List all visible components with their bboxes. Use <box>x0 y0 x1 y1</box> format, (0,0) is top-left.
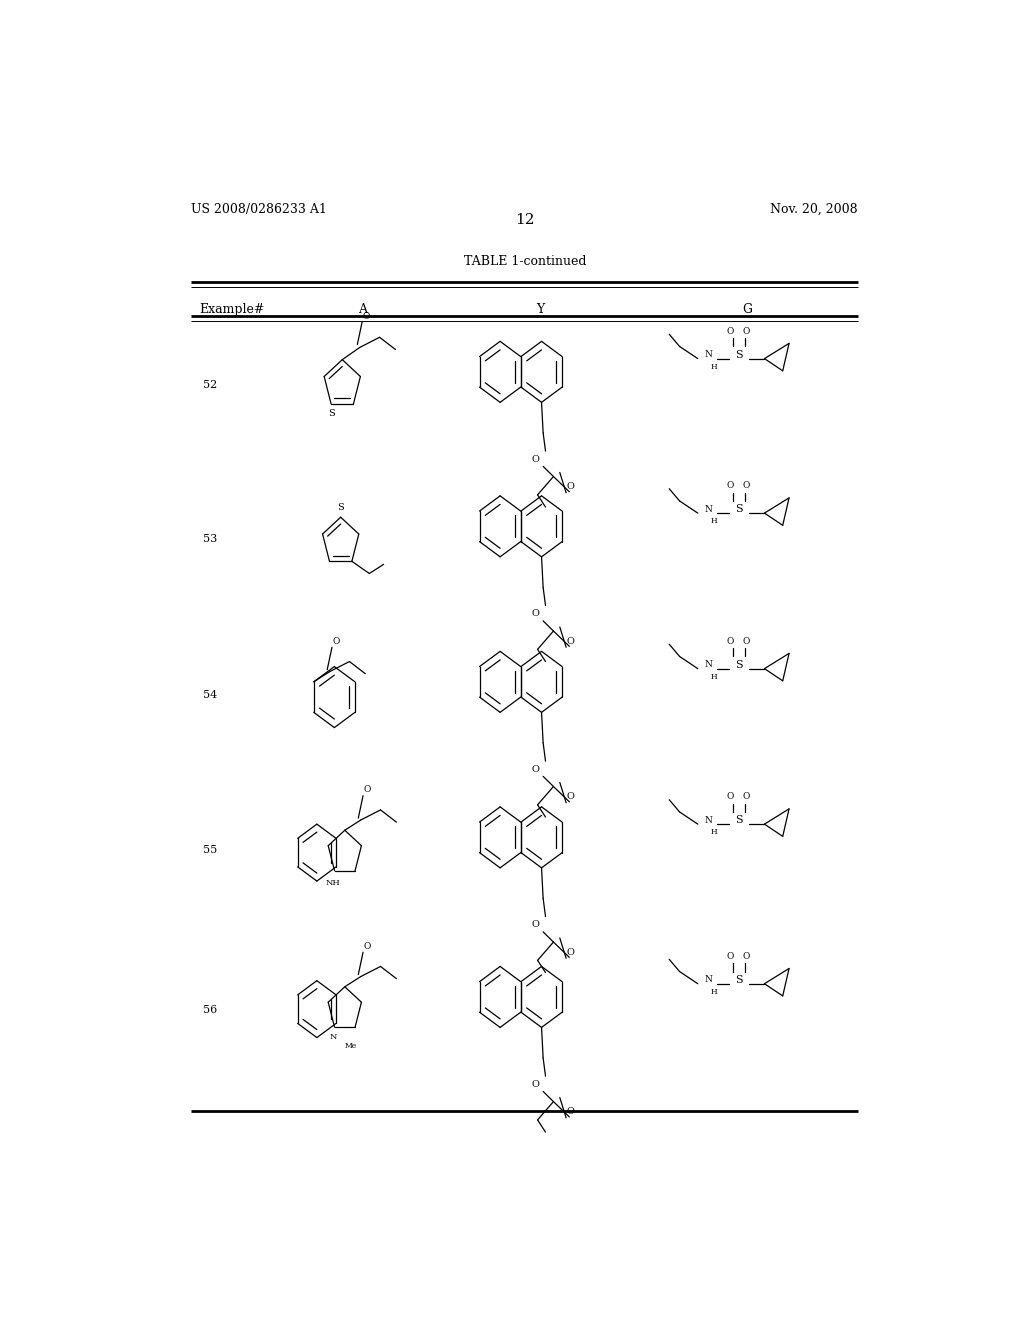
Text: 12: 12 <box>515 214 535 227</box>
Text: H: H <box>711 673 717 681</box>
Text: 56: 56 <box>204 1005 218 1015</box>
Text: N: N <box>705 816 713 825</box>
Text: S: S <box>337 503 344 512</box>
Text: O: O <box>531 764 539 774</box>
Text: O: O <box>727 952 734 961</box>
Text: O: O <box>531 1080 539 1089</box>
Text: O: O <box>531 455 539 463</box>
Text: 52: 52 <box>204 380 218 389</box>
Text: Y: Y <box>537 302 545 315</box>
Text: H: H <box>711 517 717 525</box>
Text: O: O <box>332 636 340 645</box>
Text: O: O <box>364 785 371 795</box>
Text: N: N <box>330 1034 337 1041</box>
Text: S: S <box>329 409 335 418</box>
Text: Nov. 20, 2008: Nov. 20, 2008 <box>770 203 858 216</box>
Text: H: H <box>711 987 717 995</box>
Text: Example#: Example# <box>200 302 265 315</box>
Text: O: O <box>742 482 750 490</box>
Text: N: N <box>705 975 713 985</box>
Text: O: O <box>727 326 734 335</box>
Text: 54: 54 <box>204 690 218 700</box>
Text: S: S <box>735 974 742 985</box>
Text: O: O <box>531 920 539 929</box>
Text: H: H <box>711 363 717 371</box>
Text: N: N <box>705 350 713 359</box>
Text: O: O <box>567 1107 574 1117</box>
Text: TABLE 1-continued: TABLE 1-continued <box>464 255 586 268</box>
Text: A: A <box>357 302 367 315</box>
Text: US 2008/0286233 A1: US 2008/0286233 A1 <box>191 203 328 216</box>
Text: 53: 53 <box>204 535 218 544</box>
Text: N: N <box>705 660 713 669</box>
Text: N: N <box>705 504 713 513</box>
Text: O: O <box>362 313 370 322</box>
Text: O: O <box>727 792 734 801</box>
Text: S: S <box>735 504 742 513</box>
Text: S: S <box>735 660 742 669</box>
Text: O: O <box>567 482 574 491</box>
Text: 55: 55 <box>204 846 218 855</box>
Text: O: O <box>742 952 750 961</box>
Text: S: S <box>735 350 742 359</box>
Text: O: O <box>742 792 750 801</box>
Text: O: O <box>727 482 734 490</box>
Text: H: H <box>711 828 717 837</box>
Text: G: G <box>742 302 752 315</box>
Text: O: O <box>727 636 734 645</box>
Text: Me: Me <box>344 1041 356 1049</box>
Text: O: O <box>742 326 750 335</box>
Text: O: O <box>567 948 574 957</box>
Text: O: O <box>567 792 574 801</box>
Text: O: O <box>567 636 574 645</box>
Text: S: S <box>735 814 742 825</box>
Text: O: O <box>531 610 539 618</box>
Text: NH: NH <box>326 879 340 887</box>
Text: O: O <box>742 636 750 645</box>
Text: O: O <box>364 941 371 950</box>
